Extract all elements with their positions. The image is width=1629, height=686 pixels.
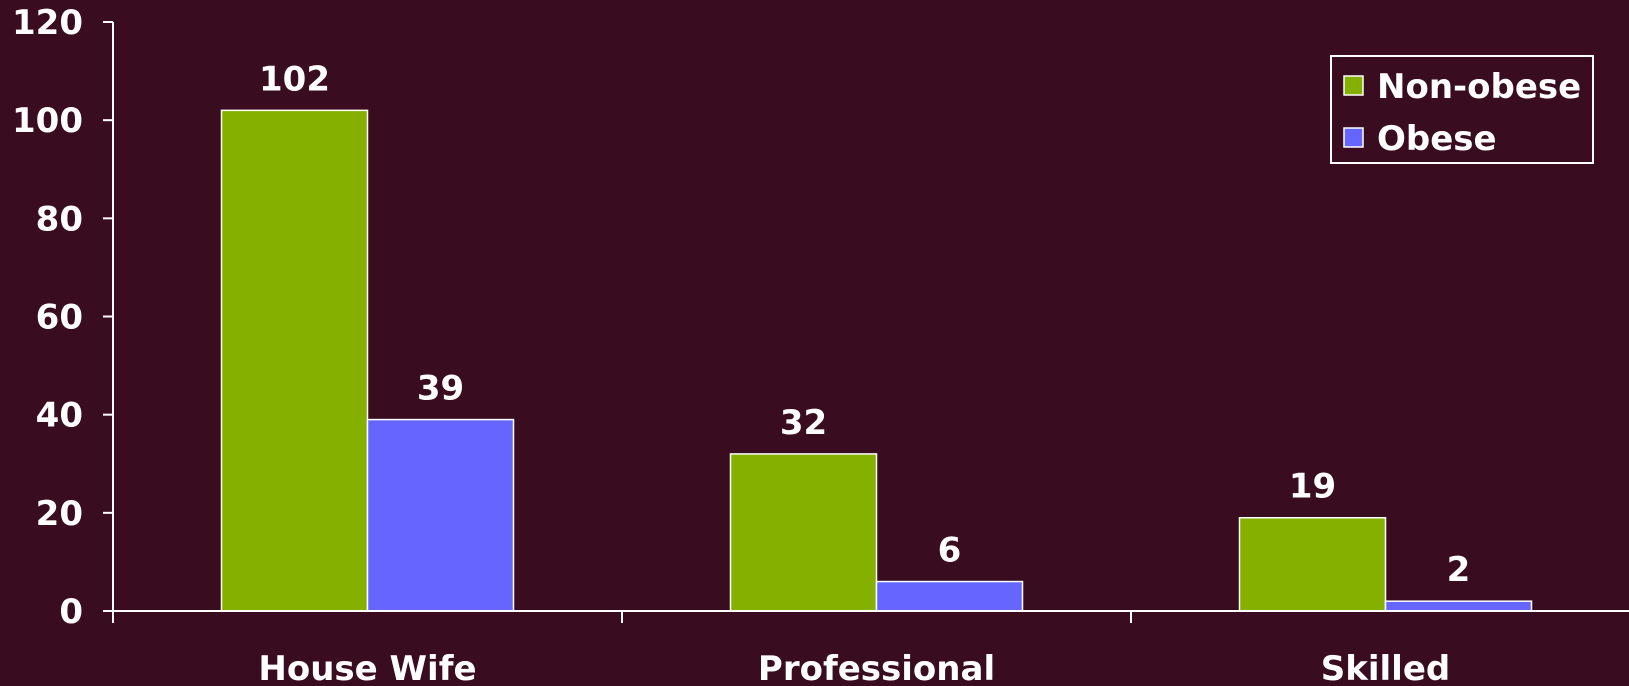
y-tick-label-80: 80 [36,199,83,239]
legend-swatch-non-obese [1343,75,1364,96]
y-tick-label-20: 20 [36,494,83,534]
y-tick-label-0: 0 [59,592,83,632]
y-tick-label-120: 120 [12,3,83,43]
labels-layer: 102 39 House Wife 32 6 Professional 19 2 Skilled… [12,3,1470,686]
bar-obese-professional [875,580,1024,612]
y-tick-label-40: 40 [36,396,83,436]
bars-layer [220,109,1533,612]
x-tick-label-skilled: Skilled [1321,649,1450,686]
bar-non-obese-house-wife [220,109,369,612]
legend-label-obese: Obese [1377,119,1497,159]
x-tick-label-professional: Professional [758,649,995,686]
data-label-obese-professional: 6 [938,531,962,571]
y-tick-label-60: 60 [36,298,83,338]
axes-layer [103,21,1629,623]
legend-swatch-obese [1343,127,1364,148]
y-tick-label-100: 100 [12,101,83,141]
legend: Non-obese Obese [1330,55,1594,164]
data-label-non-obese-house-wife: 102 [259,59,330,99]
bar-non-obese-skilled [1238,516,1387,612]
bar-obese-house-wife [366,418,515,612]
x-tick-label-house-wife: House Wife [258,649,476,686]
data-label-obese-skilled: 2 [1447,550,1471,590]
legend-label-non-obese: Non-obese [1377,67,1581,107]
data-label-obese-house-wife: 39 [417,369,464,409]
bar-non-obese-professional [729,453,878,612]
data-label-non-obese-professional: 32 [780,403,827,443]
bar-obese-skilled [1384,600,1533,612]
legend-box [1330,55,1594,164]
data-label-non-obese-skilled: 19 [1289,467,1336,507]
